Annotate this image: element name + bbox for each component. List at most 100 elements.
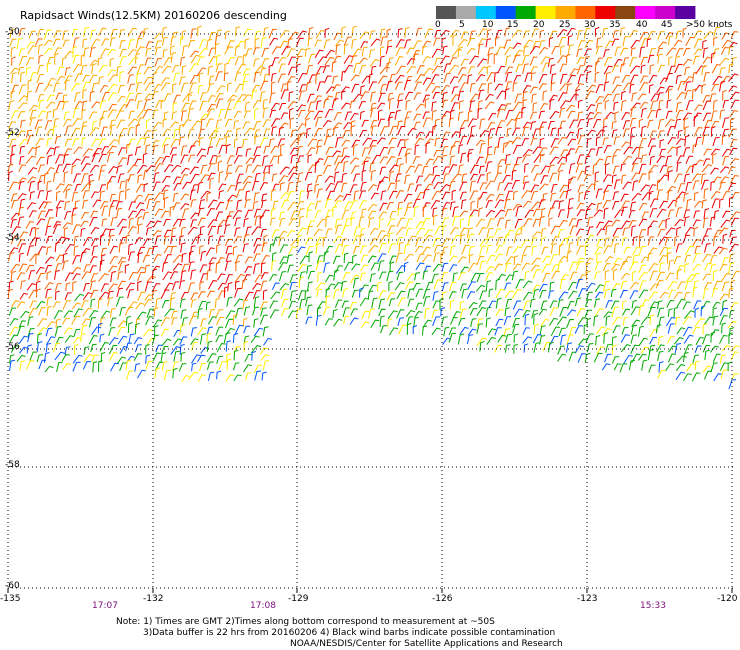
wind-barb	[251, 90, 258, 100]
wind-barb	[503, 103, 512, 112]
wind-barb	[190, 299, 197, 308]
wind-barb	[394, 109, 401, 120]
wind-barb	[187, 282, 195, 293]
wind-barb	[286, 48, 296, 58]
wind-barb	[467, 334, 474, 345]
wind-barbs	[7, 25, 740, 390]
wind-barb	[387, 310, 398, 320]
wind-barb	[567, 309, 577, 317]
wind-barb	[369, 139, 377, 148]
wind-barb	[245, 372, 252, 381]
wind-barb	[65, 282, 71, 292]
wind-barb	[46, 154, 53, 165]
wind-barb	[728, 128, 737, 138]
wind-barb	[279, 271, 287, 282]
wind-barb	[73, 235, 80, 246]
legend-label: 40	[636, 20, 648, 30]
wind-barb	[225, 310, 236, 320]
wind-barb	[135, 202, 145, 209]
wind-barb	[170, 36, 177, 46]
wind-barb	[640, 184, 650, 192]
wind-barb	[612, 154, 617, 164]
wind-barb	[332, 255, 341, 265]
wind-barb	[557, 353, 567, 362]
wind-barb	[115, 201, 123, 210]
wind-barb	[306, 127, 312, 139]
wind-barb	[206, 340, 213, 352]
wind-barb	[460, 58, 469, 67]
wind-barb	[190, 212, 200, 220]
wind-barb	[658, 361, 664, 373]
wind-barb	[55, 154, 64, 164]
wind-barb	[305, 81, 312, 91]
wind-barb	[629, 117, 637, 128]
wind-barb	[91, 101, 101, 109]
wind-barb	[335, 39, 345, 47]
wind-barb	[451, 216, 460, 227]
wind-barb	[117, 257, 127, 265]
wind-barb	[19, 198, 26, 210]
wind-barb	[593, 209, 604, 217]
wind-barb	[82, 81, 90, 91]
wind-barb	[460, 199, 467, 209]
wind-barb	[344, 217, 351, 228]
wind-barb	[260, 209, 270, 219]
wind-barb	[694, 317, 705, 327]
wind-barb	[314, 39, 322, 47]
wind-barb	[251, 180, 259, 191]
wind-barb	[216, 244, 221, 254]
wind-barb	[281, 46, 291, 56]
wind-barb	[37, 164, 45, 173]
wind-barb	[504, 307, 510, 317]
wind-barb	[199, 245, 204, 255]
wind-barb	[683, 334, 694, 344]
wind-barb	[71, 207, 78, 218]
wind-barb	[144, 82, 154, 92]
wind-barb	[359, 31, 370, 40]
wind-barb	[647, 54, 655, 64]
wind-barb	[208, 262, 215, 272]
wind-barb	[190, 173, 200, 183]
wind-barb	[162, 128, 172, 137]
wind-barb	[136, 246, 146, 256]
wind-barb	[675, 101, 682, 112]
wind-barb	[289, 290, 297, 301]
wind-barb	[173, 176, 181, 185]
wind-barb	[440, 307, 446, 317]
wind-barb	[61, 237, 71, 245]
wind-barb	[343, 122, 353, 130]
wind-barb	[479, 238, 490, 247]
wind-barb	[307, 93, 315, 103]
wind-barb	[504, 66, 514, 75]
wind-barb	[596, 326, 606, 334]
wind-barb	[656, 271, 665, 281]
wind-barb	[143, 99, 151, 110]
wind-barb	[702, 323, 708, 335]
wind-barb	[415, 73, 425, 83]
wind-barb	[576, 154, 585, 165]
wind-barb	[673, 291, 683, 300]
wind-barb	[567, 207, 574, 219]
wind-barb	[478, 165, 485, 174]
wind-barb	[161, 345, 169, 354]
wind-barb	[361, 46, 368, 57]
wind-barb	[406, 47, 415, 55]
wind-barb	[163, 229, 172, 238]
wind-barb	[19, 360, 26, 371]
wind-barb	[376, 102, 386, 110]
wind-barb	[242, 68, 251, 76]
wind-barb	[254, 37, 260, 49]
wind-barb	[685, 181, 692, 192]
wind-barb	[515, 157, 522, 166]
wind-barb	[101, 92, 110, 102]
wind-barb	[593, 315, 599, 327]
wind-barb	[605, 224, 611, 235]
wind-barb	[371, 297, 378, 309]
wind-barb	[413, 316, 419, 328]
wind-barb	[286, 254, 293, 263]
wind-barb	[457, 74, 467, 83]
wind-barb	[288, 246, 297, 255]
wind-barb	[190, 50, 200, 58]
wind-barb	[154, 46, 162, 56]
wind-barb	[90, 29, 96, 40]
